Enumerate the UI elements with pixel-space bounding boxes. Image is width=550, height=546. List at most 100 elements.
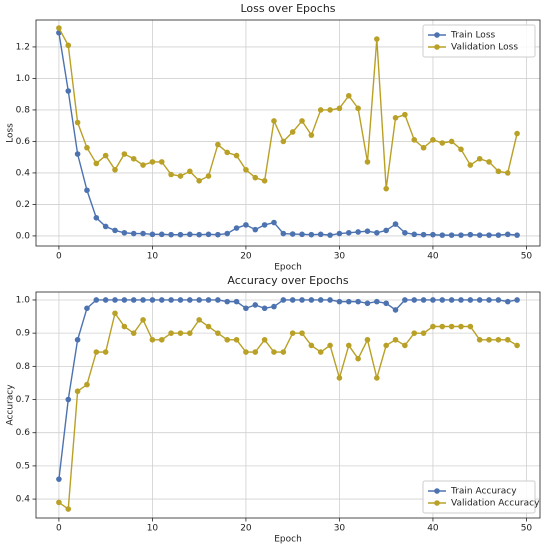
x-axis-label: Epoch (274, 535, 302, 545)
x-tick-label: 40 (427, 252, 439, 262)
point (130, 230, 137, 237)
point (467, 162, 474, 168)
point (364, 228, 371, 234)
x-tick-label: 10 (147, 252, 159, 262)
point (261, 222, 268, 228)
point (327, 342, 333, 349)
point (308, 231, 315, 238)
point (364, 300, 371, 307)
legend-box (422, 480, 536, 514)
point (102, 223, 109, 230)
point (121, 297, 128, 303)
point (327, 297, 333, 303)
point (289, 330, 296, 336)
point (495, 232, 502, 238)
point (411, 231, 418, 238)
plot-frame (35, 19, 541, 247)
point (187, 330, 193, 336)
point (84, 187, 90, 194)
point (196, 177, 202, 184)
point (514, 342, 520, 349)
point (430, 137, 436, 143)
point (224, 149, 231, 156)
point (476, 232, 483, 238)
point (383, 227, 389, 234)
y-tick-label: 1.2 (16, 42, 30, 52)
point (130, 330, 137, 336)
x-tick-label: 10 (147, 524, 159, 534)
point (74, 151, 81, 157)
point (177, 231, 184, 238)
point (355, 298, 361, 305)
point (74, 388, 81, 395)
point (112, 310, 118, 317)
point (448, 297, 455, 303)
point (271, 219, 277, 226)
point (476, 155, 483, 162)
point (336, 298, 343, 305)
point (299, 330, 305, 336)
point (392, 336, 399, 343)
y-tick-label: 0.4 (16, 168, 31, 178)
point (317, 349, 324, 355)
point (383, 185, 389, 192)
legend-label: Validation Accuracy (451, 499, 540, 509)
point (289, 297, 296, 303)
point (514, 130, 520, 137)
point (364, 336, 371, 343)
point (140, 230, 146, 237)
point (121, 151, 128, 157)
point (402, 111, 408, 118)
point (177, 330, 184, 336)
point (504, 298, 511, 305)
point (374, 36, 380, 42)
y-tick-label: 1.0 (16, 295, 31, 305)
plot-frame (35, 291, 541, 519)
point (149, 231, 156, 238)
x-tick-label: 20 (240, 524, 252, 534)
x-tick-label: 0 (56, 252, 62, 262)
point (205, 173, 212, 179)
point (84, 305, 90, 312)
point (392, 221, 399, 227)
y-tick-label: 0.2 (16, 200, 30, 210)
point (56, 25, 62, 31)
point (486, 232, 492, 238)
point (112, 166, 118, 173)
point (224, 298, 231, 305)
x-tick-label: 50 (521, 524, 533, 534)
point (504, 231, 511, 238)
point (196, 231, 202, 238)
point (448, 323, 455, 330)
point (355, 105, 361, 112)
point (261, 305, 268, 312)
point (411, 137, 418, 143)
point (495, 168, 502, 175)
point (374, 375, 380, 381)
x-tick-label: 50 (521, 252, 533, 262)
y-tick-label: 0.7 (16, 395, 30, 405)
point (168, 231, 174, 238)
point (392, 307, 399, 313)
point (205, 231, 212, 238)
point (317, 107, 324, 113)
point (102, 297, 109, 303)
point (495, 297, 502, 303)
point (355, 229, 361, 235)
point (243, 305, 249, 312)
point (514, 297, 520, 303)
point (383, 300, 389, 307)
point (243, 349, 249, 355)
point (168, 297, 174, 303)
point (420, 231, 427, 238)
point (271, 303, 277, 310)
point (280, 230, 287, 237)
point (317, 297, 324, 303)
point (476, 297, 483, 303)
point (299, 231, 305, 238)
point (233, 152, 240, 159)
point (271, 118, 277, 124)
point (168, 330, 174, 336)
point (411, 330, 418, 336)
legend-label: Validation Loss (451, 43, 518, 53)
